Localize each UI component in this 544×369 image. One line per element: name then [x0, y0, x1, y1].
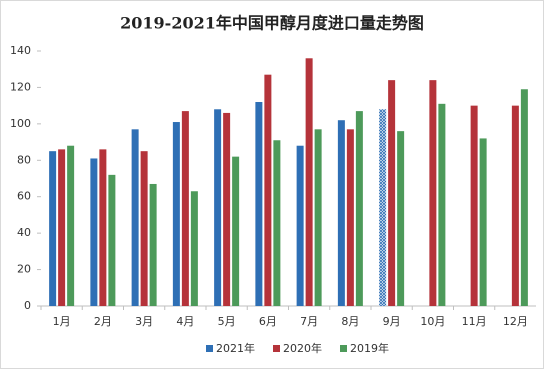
y-tick-label: 140: [10, 44, 31, 57]
x-tick-label: 5月: [218, 315, 236, 328]
bar: [397, 131, 405, 306]
bar: [479, 138, 487, 306]
bar: [273, 140, 281, 306]
y-tick-label: 60: [17, 190, 31, 203]
bar: [232, 156, 240, 306]
chart-title: 2019-2021年中国甲醇月度进口量走势图: [120, 14, 424, 33]
x-tick-label: 11月: [462, 315, 487, 328]
x-tick-label: 3月: [135, 315, 153, 328]
x-tick-label: 12月: [503, 315, 528, 328]
bar: [264, 74, 272, 306]
bar: [67, 145, 75, 306]
bar: [49, 151, 57, 306]
bar: [305, 58, 313, 307]
bar: [140, 151, 148, 306]
y-tick-label: 80: [17, 153, 31, 166]
x-tick-label: 10月: [420, 315, 445, 328]
bar: [511, 105, 519, 307]
bar: [172, 122, 180, 307]
x-tick-label: 6月: [259, 315, 277, 328]
bar: [438, 103, 446, 306]
legend-swatch: [273, 345, 280, 352]
x-tick-label: 9月: [383, 315, 401, 328]
legend-label: 2021年: [216, 341, 255, 355]
bar: [223, 112, 231, 306]
bar: [149, 183, 157, 306]
legend-swatch: [206, 345, 213, 352]
bar: [181, 111, 189, 306]
x-tick-label: 8月: [341, 315, 359, 328]
bar: [520, 89, 528, 306]
y-tick-label: 100: [10, 117, 31, 130]
x-tick-label: 4月: [176, 315, 194, 328]
bar: [296, 145, 304, 306]
bar: [131, 129, 139, 306]
bar: [108, 174, 116, 306]
bar: [346, 129, 354, 306]
bar: [58, 149, 66, 306]
bar: [90, 158, 98, 306]
x-tick-label: 2月: [94, 315, 112, 328]
y-tick-label: 20: [17, 263, 31, 276]
y-tick-label: 120: [10, 80, 31, 93]
bar: [429, 80, 437, 307]
bar: [470, 105, 478, 307]
legend-swatch: [340, 345, 347, 352]
bar: [255, 102, 263, 306]
x-tick-label: 7月: [300, 315, 318, 328]
bar: [379, 109, 387, 307]
y-tick-label: 40: [17, 226, 31, 239]
bar: [337, 120, 345, 306]
x-tick-label: 1月: [53, 315, 71, 328]
bar: [388, 80, 396, 307]
bar: [214, 109, 222, 307]
bar: [355, 111, 363, 306]
bar: [190, 191, 198, 306]
bar: [99, 149, 107, 306]
legend-label: 2019年: [350, 341, 389, 355]
y-tick-label: 0: [24, 299, 31, 312]
bar: [314, 129, 322, 306]
legend-label: 2020年: [283, 341, 322, 355]
